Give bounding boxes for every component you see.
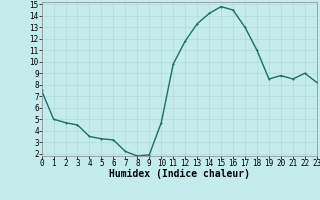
X-axis label: Humidex (Indice chaleur): Humidex (Indice chaleur) [109, 169, 250, 179]
